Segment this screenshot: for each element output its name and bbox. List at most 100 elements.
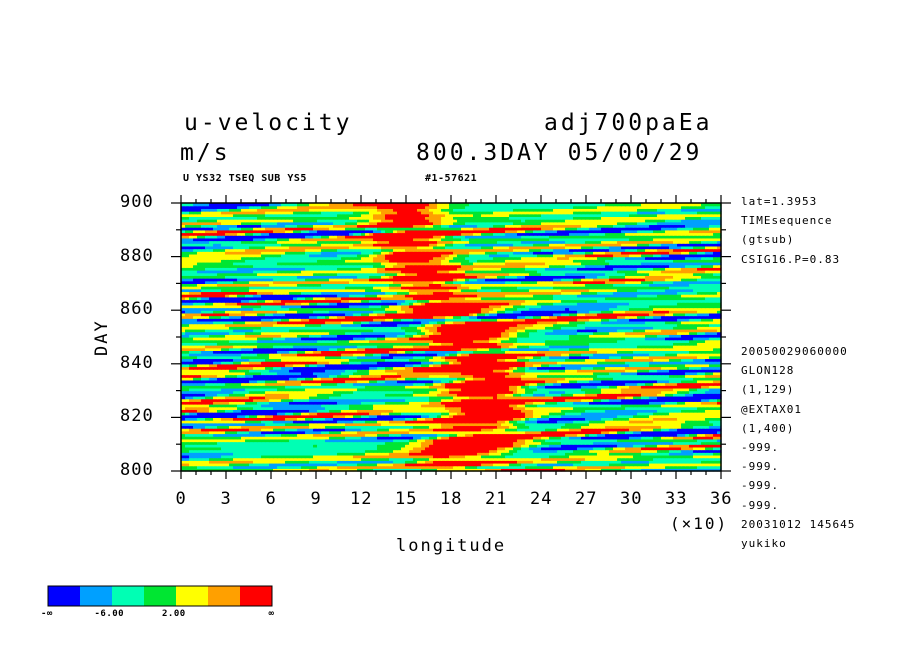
heatmap-cell [593,441,598,445]
heatmap-cell [321,417,326,421]
heatmap-cell [697,374,702,378]
heatmap-cell [289,401,294,405]
heatmap-cell [701,454,706,459]
heatmap-cell [709,446,714,451]
heatmap-cell [561,371,566,376]
heatmap-cell [621,395,626,400]
heatmap-cell [529,390,534,394]
heatmap-cell [381,377,386,381]
heatmap-cell [593,409,598,413]
heatmap-cell [517,412,522,416]
heatmap-cell [181,468,186,472]
heatmap-cell [241,393,246,397]
heatmap-cell [469,460,474,464]
heatmap-cell [577,412,582,416]
heatmap-cell [221,398,226,402]
heatmap-cell [613,374,618,378]
heatmap-cell [537,374,542,378]
heatmap-cell [421,377,426,381]
heatmap-cell [181,428,186,432]
heatmap-cell [633,446,638,451]
heatmap-cell [573,390,578,394]
heatmap-cell [673,401,678,405]
heatmap-cell [417,433,422,437]
heatmap-cell [229,412,234,416]
heatmap-cell [245,465,250,469]
heatmap-cell [705,412,710,416]
heatmap-cell [461,371,466,376]
heatmap-cell [377,465,382,469]
heatmap-cell [529,462,534,467]
heatmap-cell [281,430,286,435]
heatmap-cell [617,409,622,413]
heatmap-cell [597,417,602,421]
heatmap-cell [465,428,470,432]
heatmap-cell [521,420,526,424]
heatmap-cell [361,465,366,469]
heatmap-cell [557,468,562,472]
heatmap-cell [241,382,246,386]
heatmap-cell [189,425,194,429]
heatmap-cell [577,377,582,381]
heatmap-cell [341,420,346,424]
heatmap-cell [365,465,370,469]
heatmap-cell [521,441,526,445]
heatmap-cell [209,428,214,432]
heatmap-cell [697,382,702,386]
heatmap-cell [453,401,458,405]
heatmap-cell [513,414,518,418]
heatmap-cell [281,446,286,451]
heatmap-cell [193,401,198,405]
heatmap-cell [333,430,338,435]
heatmap-cell [201,428,206,432]
heatmap-cell [461,401,466,405]
heatmap-cell [601,398,606,402]
heatmap-cell [577,438,582,443]
heatmap-cell [449,454,454,459]
heatmap-cell [185,409,190,413]
heatmap-cell [233,406,238,410]
heatmap-cell [309,382,314,386]
heatmap-cell [305,454,310,459]
heatmap-cell [305,417,310,421]
heatmap-cell [273,428,278,432]
heatmap-cell [357,398,362,402]
heatmap-cell [209,395,214,400]
heatmap-cell [609,409,614,413]
heatmap-cell [201,462,206,467]
heatmap-cell [265,444,270,448]
heatmap-cell [605,390,610,394]
heatmap-cell [553,428,558,432]
heatmap-cell [349,393,354,397]
heatmap-cell [385,382,390,386]
heatmap-cell [665,428,670,432]
heatmap-cell [673,428,678,432]
heatmap-cell [465,436,470,440]
heatmap-cell [317,446,322,451]
heatmap-cell [369,382,374,386]
heatmap-cell [653,452,658,456]
heatmap-cell [421,382,426,386]
heatmap-cell [661,452,666,456]
heatmap-cell [229,371,234,376]
heatmap-cell [685,414,690,418]
heatmap-cell [529,420,534,424]
heatmap-cell [633,379,638,384]
heatmap-cell [585,428,590,432]
heatmap-cell [433,452,438,456]
heatmap-cell [473,438,478,443]
heatmap-cell [281,449,286,453]
heatmap-cell [569,457,574,461]
heatmap-cell [225,398,230,402]
heatmap-cell [381,390,386,394]
heatmap-cell [245,374,250,378]
heatmap-cell [349,441,354,445]
heatmap-cell [633,406,638,410]
heatmap-cell [597,446,602,451]
heatmap-cell [377,409,382,413]
heatmap-cell [345,382,350,386]
heatmap-cell [253,409,258,413]
heatmap-cell [637,382,642,386]
heatmap-cell [561,452,566,456]
heatmap-cell [253,468,258,472]
